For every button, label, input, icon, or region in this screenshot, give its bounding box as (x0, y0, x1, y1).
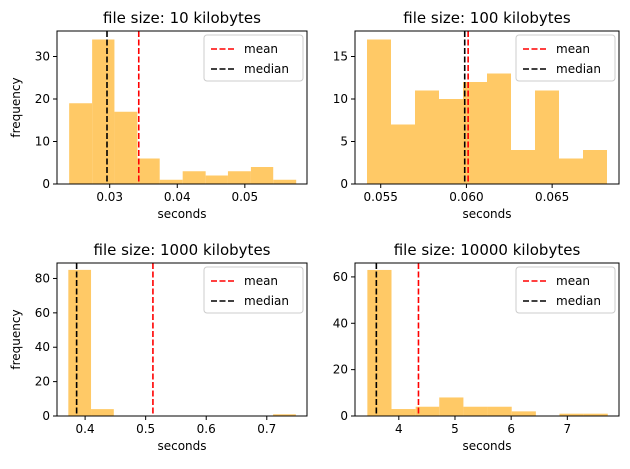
histogram-bar (439, 397, 464, 416)
legend-label: median (244, 62, 289, 76)
axes-frame (56, 30, 308, 185)
histogram-bar (367, 39, 391, 184)
histogram-bar (511, 411, 536, 416)
y-tick-label: 20 (333, 363, 348, 377)
histogram-bar (463, 406, 488, 416)
legend-label: mean (244, 274, 278, 288)
legend-label: mean (244, 42, 278, 56)
histogram-bar (68, 269, 92, 416)
y-tick-label: 30 (35, 50, 50, 64)
y-tick-label: 0 (42, 409, 50, 423)
y-tick-label: 80 (35, 271, 50, 285)
legend: mean median (203, 34, 304, 82)
subplot-1: 0.03 0.04 0.05 0 10 20 30 file size: 10 kilobyt… (9, 9, 308, 221)
y-axis-label: frequency (9, 309, 23, 369)
x-tick-label: 5 (451, 422, 459, 436)
y-tick-label: 40 (333, 316, 348, 330)
histogram-bar (415, 406, 440, 416)
x-tick-label: 0.03 (96, 190, 123, 204)
x-axis-label: seconds (462, 439, 511, 453)
histogram-bar (463, 82, 487, 184)
histogram-bar (91, 409, 114, 416)
x-tick-label: 0.5 (136, 422, 155, 436)
histogram-bar (391, 409, 416, 416)
chart-title: file size: 100 kilobytes (403, 9, 571, 27)
y-tick-label: 20 (35, 92, 50, 106)
histogram-bar (69, 103, 93, 184)
histogram-bar (205, 175, 228, 184)
legend-label: median (556, 294, 601, 308)
axes-frame (354, 262, 620, 417)
x-axis-label: seconds (157, 439, 206, 453)
y-tick-label: 10 (35, 135, 50, 149)
histogram-bar (227, 171, 251, 184)
legend: mean median (515, 266, 616, 314)
histogram-bar (487, 406, 512, 416)
chart-title: file size: 1000 kilobytes (94, 241, 271, 259)
x-tick-label: 6 (507, 422, 515, 436)
histogram-bar (415, 90, 439, 184)
x-tick-label: 7 (564, 422, 572, 436)
histogram-bar (511, 150, 535, 184)
x-axis-label: seconds (462, 207, 511, 221)
axes-frame (354, 30, 620, 185)
histogram-bar (439, 99, 463, 184)
histogram-bar (273, 179, 297, 184)
histogram-bar (159, 179, 183, 184)
x-tick-label: 0.05 (231, 190, 258, 204)
x-axis-label: seconds (157, 207, 206, 221)
legend-label: mean (556, 42, 590, 56)
x-tick-label: 0.04 (164, 190, 191, 204)
histogram-bar (273, 414, 296, 416)
histogram-bar (559, 158, 583, 184)
histogram-bar (535, 90, 559, 184)
subplot-3: 0.4 0.5 0.6 0.7 0 20 40 60 80 file size: 1000 kil… (9, 241, 308, 453)
histogram-bar (92, 39, 115, 184)
x-tick-label: 0.4 (76, 422, 95, 436)
chart-title: file size: 10 kilobytes (103, 9, 261, 27)
x-tick-label: 4 (395, 422, 403, 436)
y-axis-label: frequency (9, 77, 23, 137)
legend: mean median (515, 34, 616, 82)
histogram-bar (182, 171, 206, 184)
legend: mean median (203, 266, 304, 314)
histogram-bar (250, 167, 274, 184)
y-tick-label: 5 (340, 135, 348, 149)
histogram-bar (391, 124, 415, 184)
y-tick-label: 15 (333, 50, 348, 64)
histogram-bar (559, 413, 584, 416)
histogram-bar (137, 158, 160, 184)
histogram-bar (583, 413, 608, 416)
y-tick-label: 40 (35, 340, 50, 354)
y-tick-label: 10 (333, 92, 348, 106)
x-tick-label: 0.065 (535, 190, 569, 204)
legend-label: median (556, 62, 601, 76)
x-tick-label: 0.060 (449, 190, 483, 204)
histogram-bar (583, 150, 607, 184)
y-tick-label: 60 (333, 270, 348, 284)
subplot-4: 4 5 6 7 0 20 40 60 file size: 10000 kilobytes sec… (333, 241, 620, 453)
chart-title: file size: 10000 kilobytes (394, 241, 581, 259)
y-tick-label: 0 (340, 177, 348, 191)
histogram-bar (114, 111, 138, 184)
histogram-bar (367, 269, 392, 416)
axes-frame (56, 262, 308, 417)
y-tick-label: 60 (35, 306, 50, 320)
y-tick-label: 0 (340, 409, 348, 423)
x-tick-label: 0.6 (197, 422, 216, 436)
y-tick-label: 0 (42, 177, 50, 191)
histogram-bar (487, 73, 511, 184)
x-tick-label: 0.7 (257, 422, 276, 436)
subplot-2: 0.055 0.060 0.065 0 5 10 15 file size: 100 kilo… (333, 9, 620, 221)
legend-label: median (244, 294, 289, 308)
legend-label: mean (556, 274, 590, 288)
y-tick-label: 20 (35, 375, 50, 389)
x-tick-label: 0.055 (364, 190, 398, 204)
